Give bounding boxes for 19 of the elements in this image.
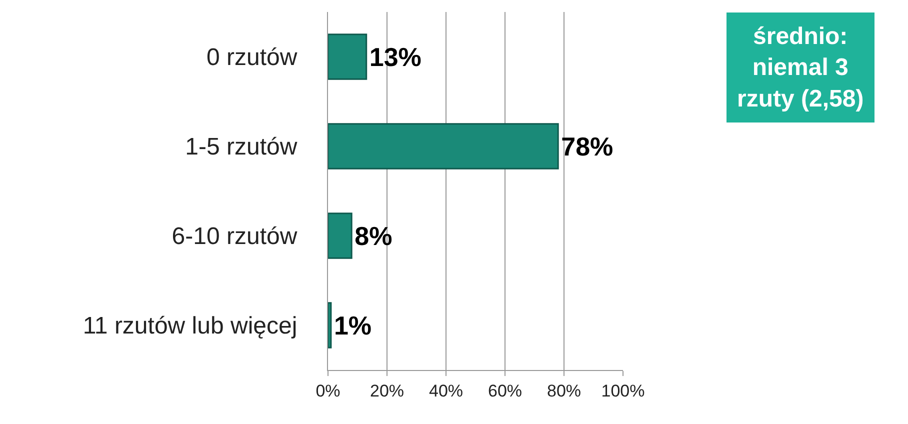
x-tick-label: 20% (370, 381, 404, 400)
data-label: 13% (369, 42, 422, 72)
data-label: 1% (334, 310, 372, 340)
text: średnio: niemal 3 rzuty (2,58) (737, 23, 864, 112)
bar (328, 34, 368, 80)
bar (328, 212, 352, 259)
y-tick-label: 11 rzutów lub więcej (82, 312, 298, 340)
bar (328, 123, 559, 170)
data-label: 8% (354, 220, 392, 251)
x-tick-label: 40% (428, 381, 464, 400)
y-tick-label: 1-5 rzutów (185, 134, 298, 161)
x-tick-label: 60% (488, 381, 522, 400)
x-tick-label: 100% (601, 381, 645, 400)
bar (328, 302, 332, 348)
x-tick-label: 80% (546, 381, 582, 400)
y-tick-label: 0 rzutów (206, 44, 298, 72)
x-tick-label: 0% (316, 381, 340, 400)
data-label: 78% (561, 131, 614, 162)
y-tick-label: 6-10 rzutów (172, 223, 298, 250)
